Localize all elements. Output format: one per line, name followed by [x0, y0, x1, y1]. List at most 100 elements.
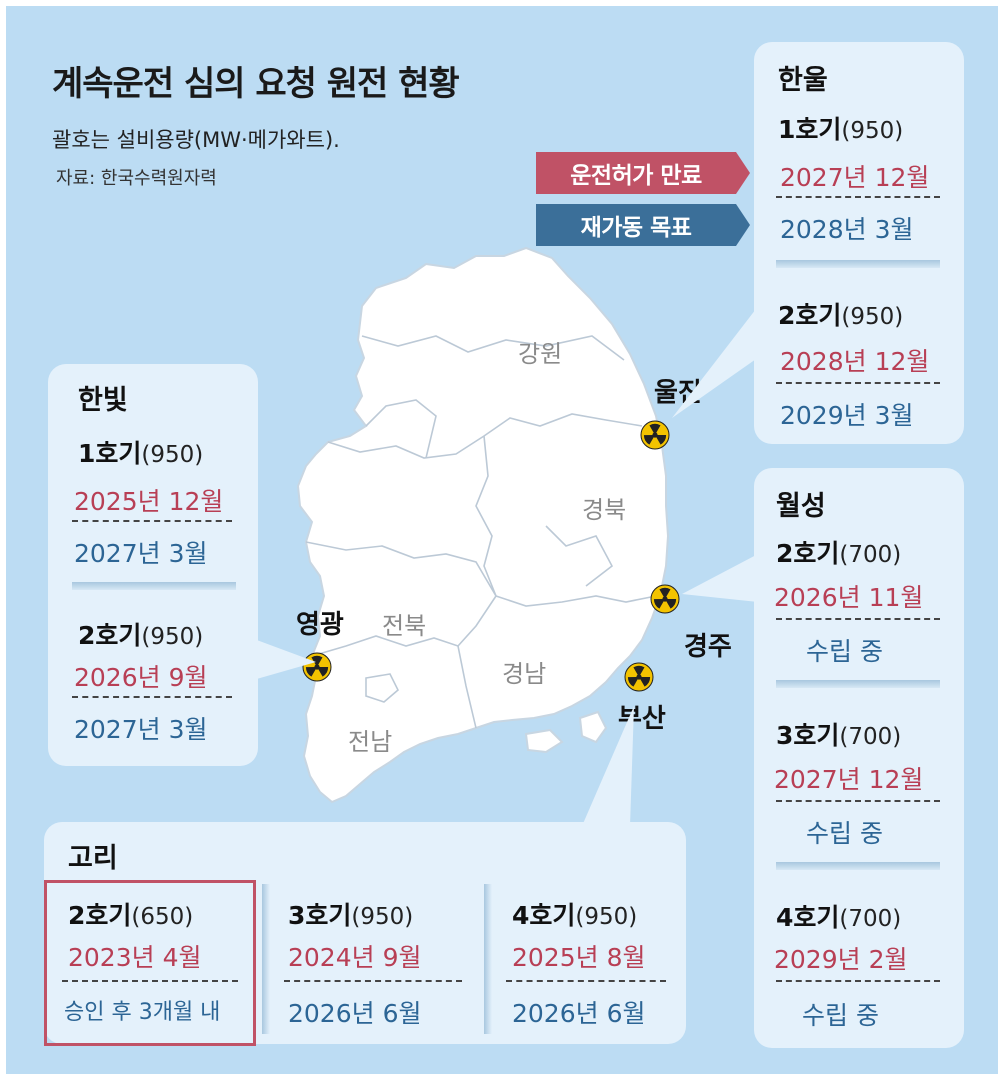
divider: [62, 980, 238, 982]
wolseong-unit-2: 2호기(700): [776, 534, 901, 570]
unit-capacity: (700): [839, 542, 902, 568]
hanul-unit-1-expiry: 2027년 12월: [780, 163, 930, 192]
subtitle-capacity-note: 괄호는 설비용량(MW·메가와트).: [52, 128, 340, 152]
wolseong-unit-2-expiry: 2026년 11월: [774, 583, 924, 612]
kori-unit-2-expiry: 2023년 4월: [68, 943, 202, 972]
wolseong-unit-4: 4호기(700): [776, 898, 901, 934]
hanul-unit-2: 2호기(950): [778, 296, 903, 332]
kori-unit-4-expiry: 2025년 8월: [512, 943, 646, 972]
kori-unit-3: 3호기(950): [288, 896, 413, 932]
unit-label: 2호기: [776, 539, 840, 568]
unit-label: 3호기: [288, 901, 352, 930]
unit-capacity: (650): [131, 904, 194, 930]
wolseong-pointer: [682, 554, 758, 602]
kori-unit-3-restart: 2026년 6월: [288, 999, 422, 1028]
wolseong-panel: [754, 468, 964, 1048]
separator: [72, 582, 236, 590]
radiation-icon: [650, 584, 680, 614]
hanbit-unit-2-restart: 2027년 3월: [74, 715, 208, 744]
region-label-jeonnam: 전남: [348, 728, 393, 756]
unit-label: 1호기: [78, 439, 142, 468]
hanbit-unit-2-expiry: 2026년 9월: [74, 663, 208, 692]
unit-capacity: (950): [841, 118, 904, 144]
hanul-pointer: [672, 296, 766, 418]
namhae-island: [524, 728, 564, 754]
legend-restart-target: 재가동 목표: [536, 204, 750, 246]
divider: [72, 520, 232, 522]
hanul-name: 한울: [778, 65, 828, 96]
page-title: 계속운전 심의 요청 원전 현황: [52, 64, 460, 104]
wolseong-unit-4-expiry: 2029년 2월: [774, 945, 908, 974]
region-label-gangwon: 강원: [518, 340, 563, 368]
divider: [776, 800, 940, 802]
unit-capacity: (950): [351, 904, 414, 930]
unit-label: 3호기: [776, 721, 840, 750]
separator: [776, 862, 940, 870]
region-label-gyeongbuk: 경북: [582, 496, 627, 524]
unit-capacity: (700): [839, 724, 902, 750]
kori-unit-2-highlight: [44, 880, 256, 1046]
unit-label: 2호기: [78, 621, 142, 650]
hanbit-pointer: [246, 636, 316, 682]
divider: [284, 980, 462, 982]
hanbit-name: 한빛: [78, 385, 128, 416]
kori-name: 고리: [68, 843, 118, 874]
infographic-canvas: 계속운전 심의 요청 원전 현황 괄호는 설비용량(MW·메가와트). 자료: …: [6, 6, 998, 1074]
kori-unit-4-restart: 2026년 6월: [512, 999, 646, 1028]
unit-label: 1호기: [778, 115, 842, 144]
legend-license-expiry: 운전허가 만료: [536, 152, 750, 194]
kori-panel: [44, 822, 686, 1044]
wolseong-unit-3-restart: 수립 중: [806, 819, 883, 848]
hanbit-unit-1-restart: 2027년 3월: [74, 539, 208, 568]
mainland-south-korea: [296, 246, 670, 804]
hanbit-unit-2: 2호기(950): [78, 616, 203, 652]
hanbit-unit-1-expiry: 2025년 12월: [74, 487, 224, 516]
kori-pointer: [582, 706, 634, 826]
region-label-jeonbuk: 전북: [382, 612, 427, 640]
wolseong-name: 월성: [776, 491, 826, 522]
separator: [776, 680, 940, 688]
divider: [776, 980, 940, 982]
kori-unit-2-restart: 승인 후 3개월 내: [64, 1000, 221, 1025]
hanbit-unit-1: 1호기(950): [78, 434, 203, 470]
geoje-island: [578, 710, 608, 744]
unit-capacity: (950): [141, 624, 204, 650]
unit-capacity: (700): [839, 906, 902, 932]
unit-capacity: (950): [841, 304, 904, 330]
divider: [776, 196, 940, 198]
city-label-yeonggwang: 영광: [296, 610, 344, 640]
kori-unit-2: 2호기(650): [68, 896, 193, 932]
wolseong-unit-3: 3호기(700): [776, 716, 901, 752]
unit-capacity: (950): [575, 904, 638, 930]
divider: [506, 980, 666, 982]
city-label-gyeongju: 경주: [684, 632, 732, 662]
divider: [776, 382, 940, 384]
unit-label: 4호기: [776, 903, 840, 932]
separator: [484, 884, 492, 1034]
divider: [776, 618, 940, 620]
radiation-icon: [640, 420, 670, 450]
kori-unit-4: 4호기(950): [512, 896, 637, 932]
callout-pointers: [246, 296, 766, 826]
province-borders: [305, 335, 657, 729]
region-label-gyeongnam: 경남: [502, 660, 547, 688]
separator: [776, 260, 940, 268]
kori-unit-3-expiry: 2024년 9월: [288, 943, 422, 972]
hanul-unit-1: 1호기(950): [778, 110, 903, 146]
hanul-panel: [754, 42, 964, 444]
unit-label: 2호기: [68, 901, 132, 930]
unit-label: 4호기: [512, 901, 576, 930]
wolseong-unit-3-expiry: 2027년 12월: [774, 765, 924, 794]
divider: [72, 696, 232, 698]
hanul-unit-2-expiry: 2028년 12월: [780, 347, 930, 376]
wolseong-unit-2-restart: 수립 중: [806, 637, 883, 666]
hanul-unit-2-restart: 2029년 3월: [780, 401, 914, 430]
unit-capacity: (950): [141, 442, 204, 468]
hanbit-panel: [48, 364, 258, 766]
radiation-icon: [624, 662, 654, 692]
gwangju-outline: [365, 673, 399, 703]
separator: [262, 884, 270, 1034]
unit-label: 2호기: [778, 301, 842, 330]
source-credit: 자료: 한국수력원자력: [56, 168, 217, 189]
hanul-unit-1-restart: 2028년 3월: [780, 215, 914, 244]
